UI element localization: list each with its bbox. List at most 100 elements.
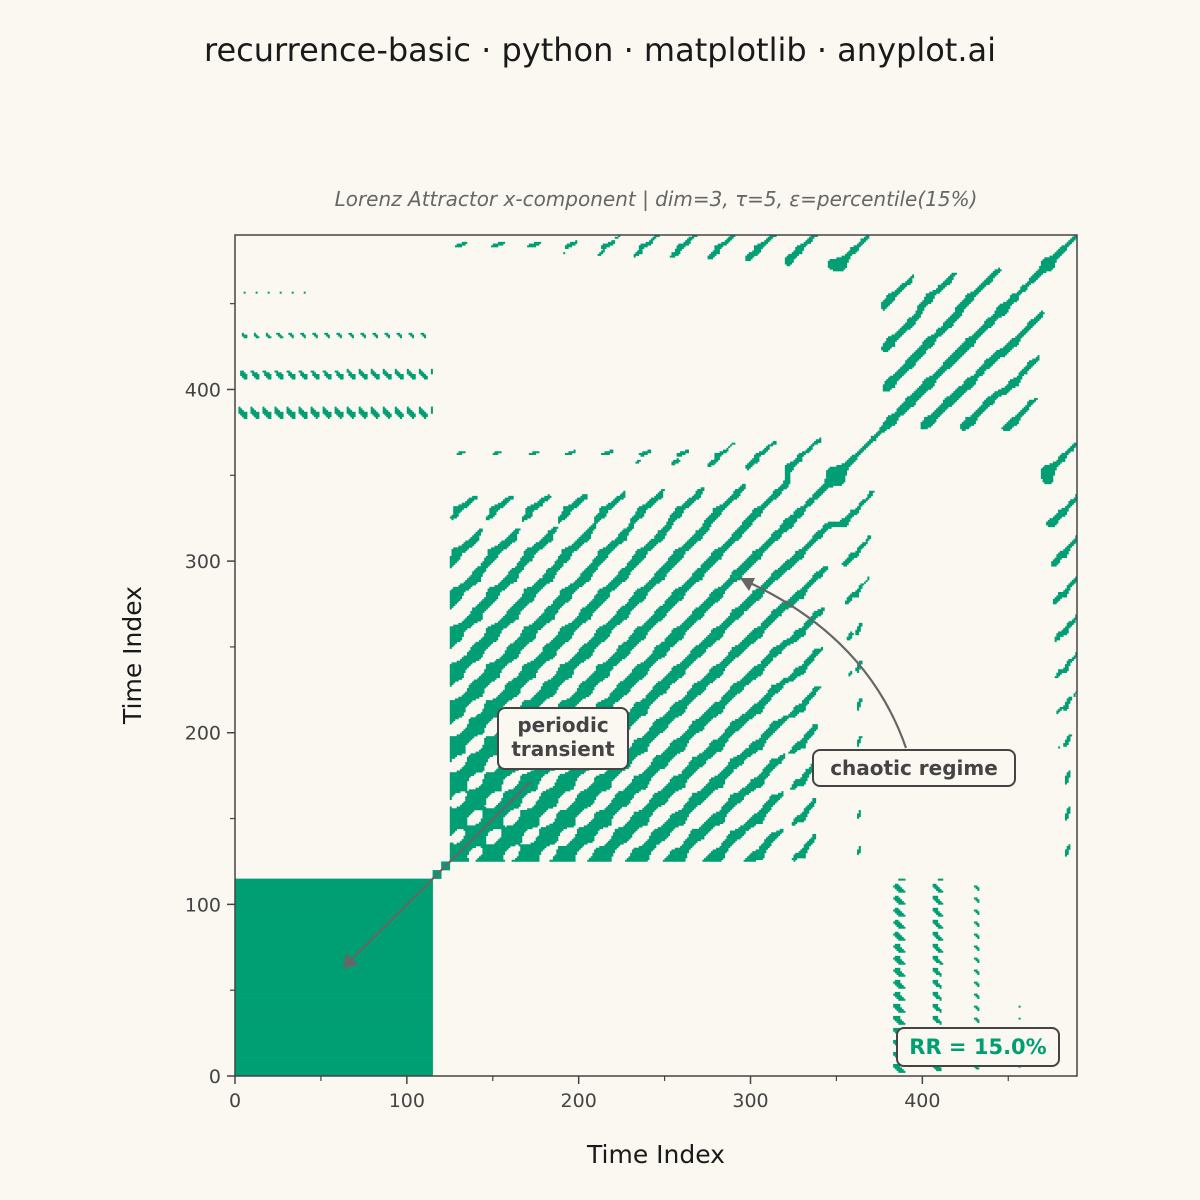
- recurrence-cell: [688, 799, 705, 802]
- recurrence-cell: [939, 998, 942, 1001]
- recurrence-cell: [635, 665, 652, 668]
- recurrence-cell: [458, 504, 469, 507]
- recurrence-cell: [606, 770, 622, 773]
- recurrence-cell: [728, 761, 744, 764]
- recurrence-cell: [618, 235, 621, 238]
- recurrence-cell: [501, 832, 524, 835]
- recurrence-cell: [546, 571, 557, 574]
- recurrence-cell: [705, 674, 722, 677]
- recurrence-cell: [652, 722, 671, 725]
- recurrence-cell: [418, 411, 427, 414]
- recurrence-cell: [637, 664, 653, 667]
- recurrence-cell: [588, 640, 605, 643]
- recurrence-cell: [235, 931, 433, 934]
- recurrence-cell: [709, 461, 717, 464]
- recurrence-cell: [573, 501, 583, 504]
- recurrence-cell: [449, 844, 516, 847]
- recurrence-cell: [707, 854, 726, 857]
- recurrence-cell: [315, 336, 318, 339]
- recurrence-cell: [482, 708, 502, 711]
- recurrence-cell: [790, 712, 799, 715]
- recurrence-cell: [235, 933, 433, 936]
- recurrence-cell: [750, 513, 762, 516]
- recurrence-cell: [759, 547, 768, 550]
- recurrence-cell: [934, 332, 944, 335]
- recurrence-cell: [1068, 806, 1071, 809]
- recurrence-cell: [662, 751, 681, 754]
- recurrence-cell: [955, 349, 968, 353]
- recurrence-cell: [558, 811, 581, 814]
- recurrence-cell: [791, 710, 805, 713]
- recurrence-cell: [449, 755, 457, 758]
- recurrence-cell: [668, 746, 686, 749]
- recurrence-cell: [537, 655, 555, 658]
- recurrence-cell: [576, 538, 590, 541]
- recurrence-cell: [748, 670, 763, 673]
- recurrence-cell: [999, 303, 1012, 306]
- recurrence-cell: [953, 312, 963, 315]
- recurrence-cell: [449, 710, 466, 713]
- recurrence-cell: [277, 334, 282, 337]
- recurrence-cell: [984, 320, 995, 323]
- recurrence-cell: [544, 495, 552, 498]
- recurrence-cell: [650, 653, 667, 656]
- recurrence-cell: [449, 753, 463, 756]
- recurrence-cell: [710, 667, 726, 670]
- recurrence-cell: [810, 801, 817, 804]
- recurrence-cell: [762, 768, 774, 771]
- recurrence-cell: [772, 531, 784, 534]
- recurrence-cell: [346, 406, 349, 409]
- recurrence-cell: [406, 411, 415, 414]
- recurrence-cell: [1018, 1005, 1021, 1008]
- recurrence-cell: [554, 784, 576, 787]
- recurrence-cell: [924, 296, 935, 299]
- recurrence-cell: [326, 375, 332, 378]
- recurrence-cell: [910, 355, 923, 358]
- recurrence-cell: [564, 662, 581, 665]
- recurrence-cell: [750, 779, 765, 782]
- recurrence-cell: [630, 521, 636, 524]
- recurrence-cell: [1016, 375, 1023, 378]
- recurrence-cell: [521, 519, 524, 522]
- recurrence-cell: [944, 320, 956, 323]
- recurrence-cell: [757, 775, 768, 778]
- recurrence-cell: [757, 701, 768, 704]
- recurrence-cell: [1028, 277, 1038, 280]
- recurrence-cell: [563, 509, 573, 512]
- recurrence-cell: [778, 605, 793, 608]
- recurrence-cell: [741, 713, 756, 716]
- recurrence-cell: [760, 662, 770, 665]
- recurrence-cell: [659, 717, 676, 720]
- recurrence-cell: [534, 583, 547, 586]
- recurrence-cell: [1056, 710, 1061, 713]
- recurrence-cell: [619, 569, 633, 572]
- recurrence-cell: [671, 705, 688, 708]
- recurrence-cell: [812, 614, 822, 617]
- recurrence-cell: [932, 1003, 939, 1006]
- recurrence-cell: [642, 504, 653, 507]
- recurrence-cell: [523, 514, 533, 517]
- recurrence-cell: [645, 241, 653, 244]
- recurrence-cell: [406, 410, 413, 413]
- recurrence-cell: [963, 382, 976, 385]
- recurrence-cell: [729, 830, 746, 833]
- recurrence-cell: [795, 592, 806, 595]
- recurrence-cell: [252, 372, 258, 375]
- recurrence-cell: [824, 478, 846, 481]
- recurrence-cell: [686, 655, 701, 658]
- recurrence-cell: [1039, 265, 1055, 268]
- recurrence-cell: [719, 624, 731, 627]
- recurrence-cell: [917, 305, 927, 308]
- recurrence-cell: [705, 784, 724, 787]
- recurrence-cell: [518, 561, 530, 564]
- recurrence-cell: [408, 332, 413, 335]
- recurrence-cell: [778, 756, 786, 759]
- recurrence-cell: [824, 480, 846, 483]
- recurrence-cell: [674, 811, 691, 814]
- recurrence-cell: [1025, 365, 1033, 368]
- recurrence-cell: [760, 585, 770, 588]
- recurrence-cell: [977, 936, 980, 939]
- recurrence-cell: [860, 238, 868, 241]
- recurrence-cell: [638, 773, 655, 776]
- recurrence-cell: [449, 772, 476, 775]
